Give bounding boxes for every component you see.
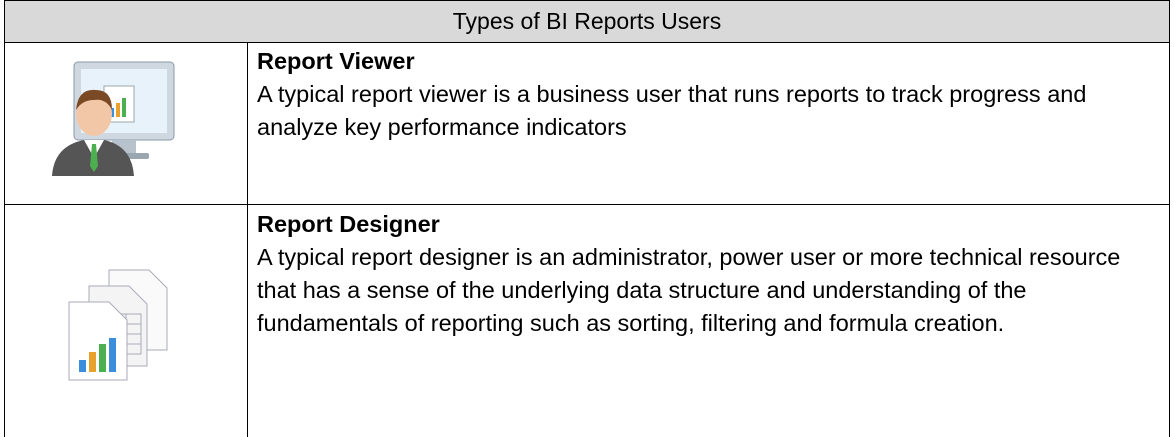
report-viewer-icon xyxy=(52,61,175,176)
row-description: A typical report viewer is a business us… xyxy=(257,81,1087,140)
border xyxy=(4,42,5,437)
row-title: Report Viewer xyxy=(257,48,415,74)
row-content: Report Viewer A typical report viewer is… xyxy=(257,45,1152,144)
table: Types of BI Reports Users Report Viewer … xyxy=(4,0,1170,437)
border xyxy=(4,204,1170,205)
border xyxy=(247,42,248,437)
border xyxy=(1169,42,1170,437)
table-header: Types of BI Reports Users xyxy=(4,0,1170,43)
row-title: Report Designer xyxy=(257,211,440,237)
row-description: A typical report designer is an administ… xyxy=(257,244,1121,336)
report-designer-icon xyxy=(68,269,168,381)
row-content: Report Designer A typical report designe… xyxy=(257,208,1152,340)
